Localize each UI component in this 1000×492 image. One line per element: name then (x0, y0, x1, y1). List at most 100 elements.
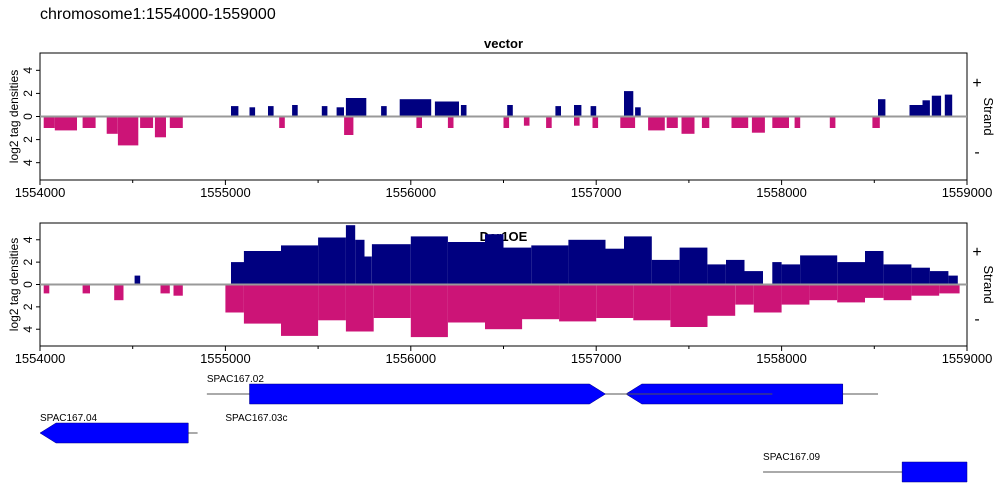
plus-strand-bar (878, 99, 886, 117)
minus-strand-bar (43, 284, 50, 294)
minus-strand-bar (707, 284, 736, 316)
minus-strand-bar (837, 284, 865, 303)
minus-strand-bar (344, 116, 354, 135)
plus-strand-bar (568, 239, 606, 285)
minus-strand-bar (225, 284, 244, 313)
plus-strand-bar (355, 239, 365, 285)
plus-strand-label: + (972, 244, 981, 261)
minus-strand-bar (173, 284, 183, 296)
minus-strand-bar (82, 116, 96, 128)
minus-strand-bar (574, 116, 580, 126)
plus-strand-bar (883, 264, 912, 285)
y-tick-label: 2 (21, 136, 35, 143)
plus-strand-bar (922, 100, 930, 117)
minus-strand-bar (592, 116, 599, 128)
plus-strand-bar (485, 234, 504, 285)
minus-strand-bar (794, 116, 801, 128)
plus-strand-bar (931, 95, 942, 117)
minus-strand-bar (485, 284, 523, 330)
y-tick-label: 2 (21, 303, 35, 310)
x-tick-label: 1557000 (571, 185, 622, 200)
plus-strand-bar (781, 264, 801, 285)
minus-strand-bar (666, 116, 678, 128)
plus-strand-bar (865, 251, 884, 285)
minus-strand-bar (117, 116, 139, 146)
minus-strand-bar (345, 284, 374, 332)
plus-strand-bar (371, 244, 411, 285)
plus-strand-bar (434, 101, 459, 117)
plus-strand-bar (531, 245, 569, 285)
y-axis-label: log2 tag densities (7, 238, 21, 331)
plus-strand-bar (624, 236, 652, 285)
gene-label: SPAC167.09 (763, 452, 821, 463)
y-tick-label: 0 (21, 281, 35, 288)
plus-strand-bar (651, 259, 680, 285)
strand-axis-label: Strand (981, 97, 996, 135)
plus-strand-bar (744, 271, 763, 285)
plus-strand-bar (772, 262, 782, 285)
plus-strand-bar (399, 99, 432, 117)
minus-strand-bar (865, 284, 884, 298)
x-tick-label: 1554000 (15, 185, 66, 200)
minus-strand-bar (82, 284, 90, 294)
x-tick-label: 1555000 (200, 351, 251, 366)
x-tick-label: 1556000 (385, 185, 436, 200)
plus-strand-bar (679, 247, 708, 285)
minus-strand-bar (829, 116, 836, 128)
minus-strand-bar (154, 116, 166, 138)
minus-strand-bar (503, 116, 510, 128)
minus-strand-bar (447, 116, 454, 128)
minus-strand-bar (872, 116, 880, 128)
plus-strand-bar (635, 107, 641, 117)
plus-strand-bar (944, 94, 953, 117)
x-tick-label: 1558000 (756, 185, 807, 200)
y-axis-label: log2 tag densities (7, 70, 21, 163)
minus-strand-bar (781, 284, 810, 305)
plus-strand-bar (707, 264, 726, 285)
minus-strand-bar (447, 284, 485, 323)
minus-strand-bar (43, 116, 55, 128)
minus-strand-bar (809, 284, 838, 301)
minus-strand-bar (160, 284, 170, 294)
minus-strand-bar (633, 284, 671, 321)
gene-label: SPAC167.03c (225, 413, 287, 424)
minus-strand-bar (648, 116, 665, 131)
plus-strand-bar (726, 259, 745, 285)
minus-strand-bar (731, 116, 749, 128)
minus-strand-bar (281, 284, 319, 336)
page-title: chromosome1:1554000-1559000 (40, 6, 276, 23)
plus-strand-bar (410, 236, 448, 285)
minus-strand-bar (911, 284, 940, 296)
minus-strand-bar (751, 116, 765, 133)
y-tick-label: 4 (21, 159, 35, 166)
gene-label: SPAC167.04 (40, 413, 98, 424)
minus-strand-bar (54, 116, 77, 131)
plus-strand-bar (381, 106, 387, 117)
y-tick-label: 2 (21, 90, 35, 97)
plus-strand-bar (605, 248, 624, 285)
plus-strand-bar (555, 106, 561, 117)
minus-strand-bar (596, 284, 634, 318)
minus-strand-label: - (974, 144, 979, 161)
gene-block (901, 461, 968, 483)
y-tick-label: 2 (21, 258, 35, 265)
plus-strand-bar (590, 106, 597, 117)
plus-strand-bar (345, 98, 367, 117)
minus-strand-bar (416, 116, 422, 128)
plus-strand-bar (249, 107, 256, 117)
minus-strand-bar (243, 284, 281, 324)
plus-strand-bar (336, 107, 344, 117)
plus-strand-bar (345, 225, 356, 285)
plus-strand-bar (268, 106, 274, 117)
minus-strand-label: - (974, 311, 979, 328)
plus-strand-bar (318, 237, 346, 285)
plus-strand-bar (837, 262, 865, 285)
minus-strand-bar (410, 284, 448, 338)
plus-strand-bar (503, 247, 532, 285)
plus-strand-bar (364, 256, 372, 285)
minus-strand-bar (114, 284, 124, 301)
plus-strand-bar (948, 275, 958, 285)
gene-block (39, 422, 189, 444)
y-tick-label: 4 (21, 236, 35, 243)
minus-strand-bar (373, 284, 411, 318)
